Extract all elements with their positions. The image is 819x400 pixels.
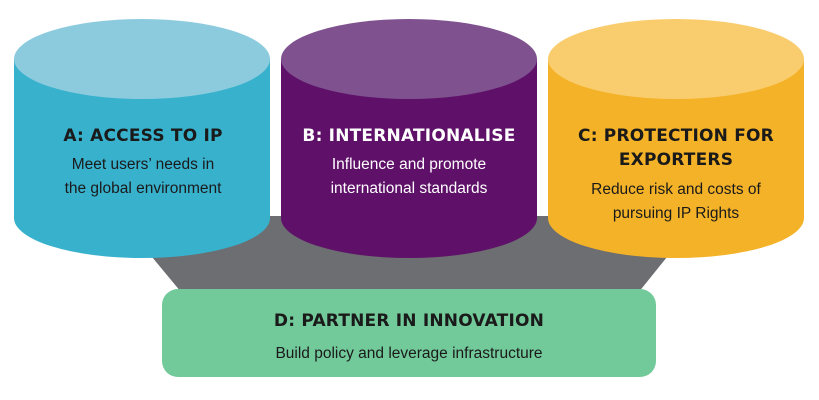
- pillar-a-body: [14, 59, 270, 258]
- pillar-c-description-line-1: Reduce risk and costs of: [591, 181, 761, 198]
- pillar-internationalise: B: INTERNATIONALISE Influence and promot…: [281, 19, 537, 258]
- pillar-c-body: [548, 59, 804, 258]
- pillar-b-top: [281, 19, 537, 99]
- foundation-title: D: PARTNER IN INNOVATION: [274, 311, 544, 331]
- pillar-b-description-line-1: Influence and promote: [332, 156, 486, 173]
- pillar-c-top: [548, 19, 804, 99]
- pillar-b-title: B: INTERNATIONALISE: [302, 126, 515, 146]
- pillar-access-to-ip: A: ACCESS TO IP Meet users’ needs in the…: [14, 19, 270, 258]
- pillar-b-body: [281, 59, 537, 258]
- pillar-protection-for-exporters: C: PROTECTION FOR EXPORTERS Reduce risk …: [548, 19, 804, 258]
- foundation-box: [162, 289, 656, 377]
- pillar-a-top: [14, 19, 270, 99]
- pillar-a-title: A: ACCESS TO IP: [63, 126, 222, 146]
- pillar-c-title-line-1: C: PROTECTION FOR: [578, 126, 774, 146]
- pillar-c-title-line-2: EXPORTERS: [619, 150, 733, 170]
- foundation-description: Build policy and leverage infrastructure: [275, 345, 542, 362]
- pillar-b-description-line-2: international standards: [331, 180, 488, 197]
- pillar-a-description-line-2: the global environment: [65, 180, 223, 197]
- pillar-c-description-line-2: pursuing IP Rights: [613, 205, 740, 222]
- pillar-a-description-line-1: Meet users’ needs in: [72, 156, 214, 173]
- foundation-partner-in-innovation: D: PARTNER IN INNOVATION Build policy an…: [162, 289, 656, 377]
